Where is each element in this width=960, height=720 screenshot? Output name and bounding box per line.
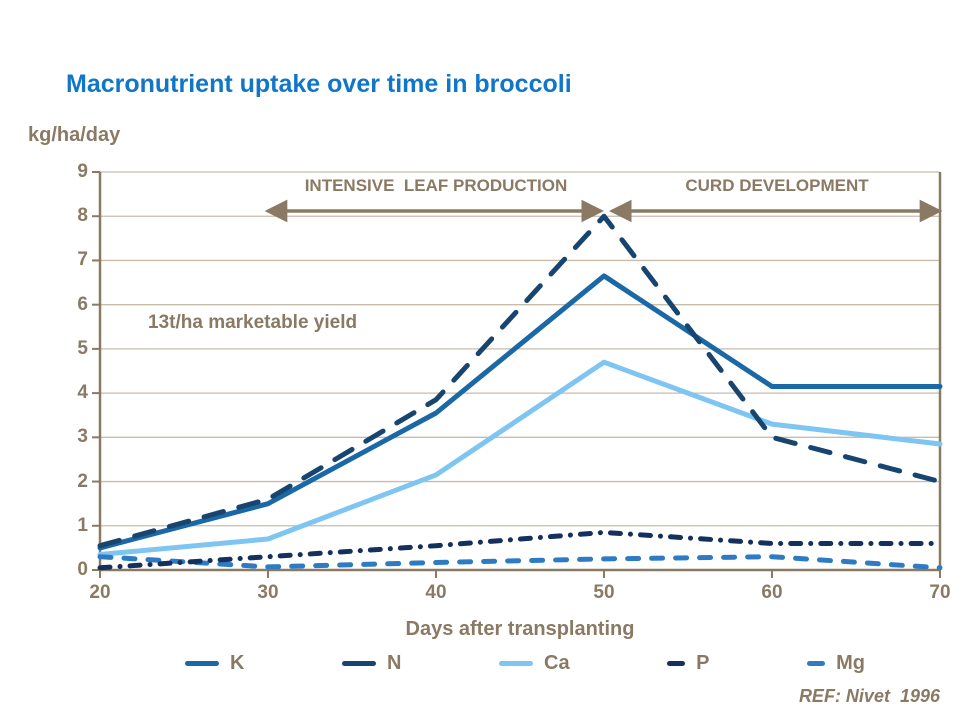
y-tick-label-6: 6	[77, 293, 88, 315]
series-line-Ca	[97, 359, 943, 557]
x-tick-label-70: 70	[929, 582, 951, 603]
y-tick-label-1: 1	[77, 514, 88, 536]
legend-marker-N	[342, 661, 377, 666]
series-line-N	[97, 213, 943, 549]
axes	[92, 171, 942, 578]
data-series	[97, 213, 943, 571]
y-tick-label-5: 5	[77, 337, 88, 359]
series-line-K	[97, 273, 943, 551]
legend-marker-K	[185, 661, 219, 666]
x-axis-title: Days after transplanting	[405, 618, 635, 640]
y-tick-label-9: 9	[77, 161, 88, 182]
legend-marker-Mg	[807, 661, 826, 666]
phase-label-curd-development: CURD DEVELOPMENT	[685, 176, 869, 195]
series-line-Mg	[97, 554, 943, 571]
y-tick-label-3: 3	[77, 426, 88, 448]
legend-label-N: N	[387, 652, 402, 674]
legend-label-P: P	[696, 652, 710, 674]
reference-note: REF: Nivet 1996	[798, 686, 940, 706]
x-tick-label-30: 30	[257, 582, 279, 603]
gridlines	[100, 171, 940, 527]
y-tick-label-7: 7	[77, 249, 88, 271]
y-tick-label-0: 0	[77, 559, 88, 580]
legend-item-P: P	[667, 652, 710, 675]
y-axis-unit-label: kg/ha/day	[28, 124, 121, 146]
legend-marker-P	[667, 661, 686, 666]
legend-item-Mg: Mg	[807, 652, 865, 675]
x-tick-label-50: 50	[593, 582, 615, 603]
series-line-P	[97, 529, 943, 571]
phase-label-intensive-leaf-production: INTENSIVE LEAF PRODUCTION	[304, 176, 568, 195]
legend-item-K: K	[185, 652, 244, 675]
legend-label-Ca: Ca	[544, 652, 570, 674]
legend: K N Ca P Mg	[185, 652, 865, 675]
legend-label-Mg: Mg	[836, 652, 865, 674]
x-tick-label-40: 40	[425, 582, 447, 603]
chart-plot-area	[92, 171, 943, 578]
x-tick-label-60: 60	[761, 582, 783, 603]
y-tick-label-8: 8	[77, 205, 88, 227]
legend-label-K: K	[230, 652, 245, 674]
legend-marker-Ca	[499, 661, 534, 666]
legend-item-N: N	[342, 652, 401, 675]
y-tick-label-2: 2	[77, 470, 88, 492]
chart-title: Macronutrient uptake over time in brocco…	[66, 70, 572, 98]
y-tick-label-4: 4	[77, 382, 88, 404]
legend-item-Ca: Ca	[499, 652, 570, 675]
yield-annotation: 13t/ha marketable yield	[148, 312, 358, 333]
x-tick-label-20: 20	[89, 582, 111, 603]
